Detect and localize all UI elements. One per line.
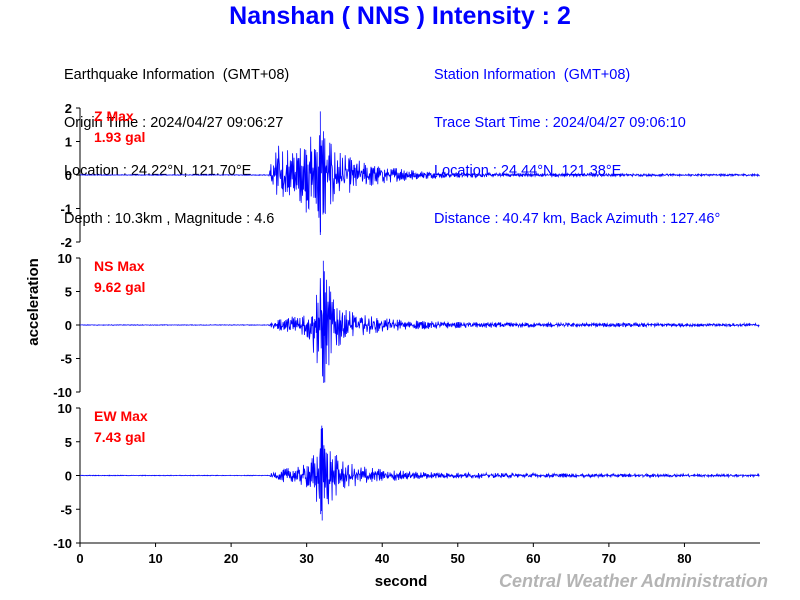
- ew-y-tick-label: -10: [53, 536, 72, 551]
- z-y-tick-label: 1: [65, 135, 72, 150]
- z-max-label: Z Max: [94, 108, 134, 124]
- ew-waveform: [79, 425, 760, 521]
- station-info-heading: Station Information (GMT+08): [434, 67, 631, 83]
- x-tick-label: 80: [677, 551, 691, 566]
- x-tick-label: 10: [148, 551, 162, 566]
- ns-y-tick-label: -5: [60, 352, 72, 367]
- distance-azimuth: Distance : 40.47 km, Back Azimuth : 127.…: [434, 211, 721, 227]
- x-tick-label: 40: [375, 551, 389, 566]
- ew-max-label: EW Max: [94, 408, 148, 424]
- ns-max-label: NS Max: [94, 258, 145, 274]
- z-y-tick-label: -2: [60, 235, 72, 250]
- origin-time: Origin Time : 2024/04/27 09:06:27: [64, 115, 284, 131]
- credit-watermark: Central Weather Administration: [499, 571, 768, 591]
- page-title: Nanshan ( NNS ) Intensity : 2: [229, 2, 571, 30]
- ns-y-tick-label: 10: [58, 251, 72, 266]
- ns-max-value: 9.62 gal: [94, 279, 145, 295]
- z-max-value: 1.93 gal: [94, 129, 145, 145]
- x-axis-label: second: [375, 573, 428, 590]
- z-waveform: [79, 111, 760, 236]
- depth-magnitude: Depth : 10.3km , Magnitude : 4.6: [64, 211, 275, 227]
- ew-y-tick-label: -5: [60, 502, 72, 517]
- y-axis-label: acceleration: [25, 258, 42, 346]
- ew-y-tick-label: 5: [65, 435, 72, 450]
- ns-y-tick-label: 0: [65, 318, 72, 333]
- ns-y-tick-label: -10: [53, 385, 72, 400]
- x-tick-label: 0: [76, 551, 83, 566]
- ew-y-tick-label: 10: [58, 401, 72, 416]
- x-tick-label: 50: [451, 551, 465, 566]
- x-tick-label: 70: [602, 551, 616, 566]
- z-y-tick-label: -1: [60, 202, 72, 217]
- x-tick-label: 60: [526, 551, 540, 566]
- x-tick-label: 30: [299, 551, 313, 566]
- ns-waveform: [80, 260, 760, 383]
- z-y-tick-label: 2: [65, 101, 72, 116]
- x-tick-label: 20: [224, 551, 238, 566]
- z-y-tick-label: 0: [65, 168, 72, 183]
- ew-max-value: 7.43 gal: [94, 429, 145, 445]
- ew-y-tick-label: 0: [65, 469, 72, 484]
- earthquake-info-heading: Earthquake Information (GMT+08): [64, 67, 290, 83]
- trace-start-time: Trace Start Time : 2024/04/27 09:06:10: [434, 115, 686, 131]
- ns-y-tick-label: 5: [65, 285, 72, 300]
- earthquake-info: Earthquake Information (GMT+08) Origin T…: [64, 35, 289, 243]
